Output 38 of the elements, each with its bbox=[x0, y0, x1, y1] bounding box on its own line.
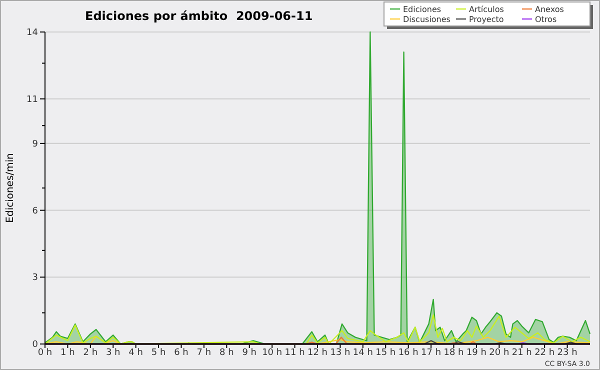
legend-label: Anexos bbox=[535, 5, 564, 14]
x-tick-label: 18 h bbox=[444, 348, 464, 358]
x-tick-label: 16 h bbox=[398, 348, 418, 358]
x-tick-label: 22 h bbox=[534, 348, 555, 358]
x-tick-label: 7 h bbox=[196, 348, 212, 358]
x-tick-label: 11 h bbox=[284, 348, 305, 358]
y-tick-label: 14 bbox=[26, 28, 38, 38]
x-tick-label: 17 h bbox=[421, 348, 442, 358]
legend-label: Artículos bbox=[469, 5, 504, 14]
y-tick-label: 6 bbox=[32, 206, 38, 216]
y-tick-label: 0 bbox=[32, 340, 38, 350]
x-tick-label: 21 h bbox=[512, 348, 532, 358]
x-tick-label: 10 h bbox=[262, 348, 282, 358]
legend-label: Discusiones bbox=[403, 15, 450, 24]
x-tick-label: 8 h bbox=[220, 348, 234, 358]
y-tick-label: 9 bbox=[32, 139, 38, 150]
x-tick-label: 20 h bbox=[489, 348, 510, 358]
x-tick-label: 5 h bbox=[151, 348, 166, 358]
x-tick-label: 2 h bbox=[83, 348, 98, 358]
x-tick-label: 0 h bbox=[38, 348, 52, 358]
x-tick-label: 6 h bbox=[174, 348, 188, 358]
y-tick-label: 3 bbox=[32, 273, 38, 284]
legend-label: Proyecto bbox=[469, 15, 504, 24]
y-tick-label: 11 bbox=[26, 94, 38, 105]
legend-label: Ediciones bbox=[403, 5, 442, 14]
chart-title: Ediciones por ámbito 2009-06-11 bbox=[85, 9, 313, 23]
x-tick-label: 19 h bbox=[466, 348, 486, 358]
x-tick-label: 9 h bbox=[242, 348, 257, 358]
x-tick-label: 15 h bbox=[376, 348, 396, 358]
x-tick-label: 3 h bbox=[106, 348, 120, 358]
x-tick-label: 4 h bbox=[128, 348, 143, 358]
x-tick-label: 13 h bbox=[330, 348, 350, 358]
x-tick-label: 12 h bbox=[307, 348, 328, 358]
y-axis-title: Ediciones/min bbox=[5, 153, 16, 223]
x-tick-label: 14 h bbox=[352, 348, 373, 358]
legend-label: Otros bbox=[535, 15, 557, 24]
x-tick-label: 1 h bbox=[60, 348, 75, 358]
x-tick-label: 23 h bbox=[557, 348, 578, 358]
